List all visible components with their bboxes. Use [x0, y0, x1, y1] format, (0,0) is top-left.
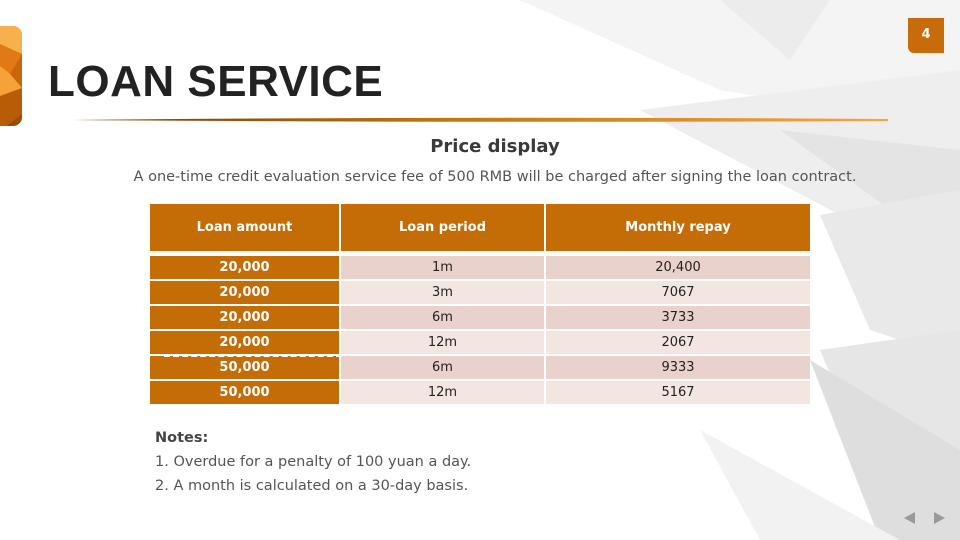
loan-period-cell: 3m [340, 280, 546, 306]
loan-period-cell: 1m [340, 253, 546, 281]
header-loan-period: Loan period [340, 204, 546, 256]
header-monthly-repay: Monthly repay [545, 204, 810, 256]
monthly-repay-cell: 7067 [545, 280, 810, 306]
table-row: 20,000 12m 2067 [150, 330, 810, 356]
loan-period-cell: 12m [340, 330, 546, 356]
triangle-right-icon[interactable] [934, 512, 945, 524]
loan-amount-cell: 20,000 [150, 305, 341, 331]
price-table: Loan amount Loan period Monthly repay 20… [150, 204, 810, 406]
monthly-repay-cell: 5167 [545, 380, 810, 406]
table-row: 20,000 6m 3733 [150, 305, 810, 331]
triangle-left-icon[interactable] [904, 512, 915, 524]
loan-amount-cell: 20,000 [150, 330, 341, 356]
table-row: 20,000 1m 20,400 [150, 253, 810, 281]
table-row: 20,000 3m 7067 [150, 280, 810, 306]
monthly-repay-cell: 9333 [545, 355, 810, 381]
table-row: 50,000 6m 9333 [150, 355, 810, 381]
note-item: 2. A month is calculated on a 30-day bas… [155, 478, 469, 494]
monthly-repay-cell: 3733 [545, 305, 810, 331]
table-row: 50,000 12m 5167 [150, 380, 810, 406]
loan-amount-cell: 50,000 [150, 380, 341, 406]
header-loan-amount: Loan amount [150, 204, 341, 256]
slide-number-badge: 4 [908, 18, 944, 53]
loan-amount-cell: 50,000 [150, 355, 341, 381]
note-item: 1. Overdue for a penalty of 100 yuan a d… [155, 454, 472, 470]
loan-amount-cell: 20,000 [150, 280, 341, 306]
dashed-separator [164, 354, 342, 357]
notes-section: Notes: 1. Overdue for a penalty of 100 y… [155, 430, 471, 502]
loan-period-cell: 6m [340, 305, 546, 331]
monthly-repay-cell: 20,400 [545, 253, 810, 281]
logo-shape [0, 26, 22, 126]
notes-heading: Notes: [155, 430, 209, 446]
section-subtitle: Price display [430, 136, 560, 157]
page-title: LOAN SERVICE [48, 57, 384, 106]
fee-description: A one-time credit evaluation service fee… [133, 169, 857, 185]
loan-period-cell: 6m [340, 355, 546, 381]
title-underline [72, 117, 888, 122]
monthly-repay-cell: 2067 [545, 330, 810, 356]
loan-period-cell: 12m [340, 380, 546, 406]
table-header-row: Loan amount Loan period Monthly repay [150, 204, 810, 256]
loan-amount-cell: 20,000 [150, 253, 341, 281]
